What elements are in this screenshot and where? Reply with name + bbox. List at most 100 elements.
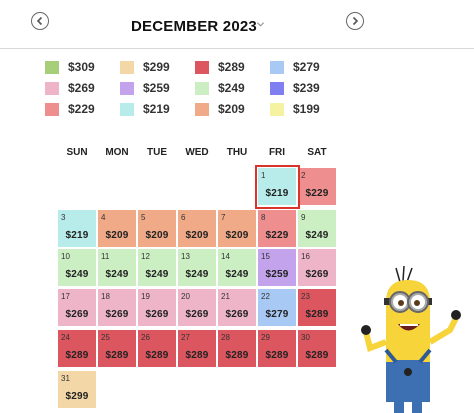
price-legend: $309 $299 $289 $279 $269 $259 $249 $239 $229 $219… [45,60,375,130]
day-number: 20 [181,292,190,301]
calendar-day[interactable]: 7 $209 [218,210,257,248]
day-price: $209 [225,230,249,241]
day-number: 23 [301,292,310,301]
calendar-day[interactable]: 11 $249 [98,249,137,287]
day-number: 18 [101,292,110,301]
day-number: 21 [221,292,230,301]
calendar-day[interactable]: 15 $259 [258,249,297,287]
day-number: 13 [181,252,190,261]
calendar-day[interactable]: 19 $269 [138,289,177,327]
weekday-wed: WED [185,147,209,158]
calendar-day[interactable]: 13 $249 [178,249,217,287]
calendar-day[interactable]: 12 $249 [138,249,177,287]
calendar-day[interactable]: 30 $289 [298,330,337,368]
calendar-day[interactable]: 27 $289 [178,330,217,368]
calendar-day[interactable]: 29 $289 [258,330,297,368]
calendar-day[interactable]: 31 $299 [58,371,97,409]
day-price: $269 [185,309,209,320]
calendar-day[interactable]: 26 $289 [138,330,177,368]
legend-item: $209 [195,102,245,116]
day-price: $269 [305,269,329,280]
day-number: 12 [141,252,150,261]
day-price: $269 [65,309,89,320]
chevron-right-icon [352,16,359,26]
day-price: $249 [185,269,209,280]
day-price: $279 [265,309,289,320]
legend-swatch [270,60,284,74]
calendar-day[interactable]: 6 $209 [178,210,217,248]
calendar-day[interactable]: 4 $209 [98,210,137,248]
calendar-day[interactable]: 18 $269 [98,289,137,327]
day-price: $249 [225,269,249,280]
day-price: $289 [225,350,249,361]
calendar-day[interactable]: 16 $269 [298,249,337,287]
day-price: $289 [185,350,209,361]
day-price: $249 [65,269,89,280]
calendar-day[interactable]: 3 $219 [58,210,97,248]
calendar-day[interactable]: 2 $229 [298,168,337,206]
weekday-sun: SUN [66,147,88,158]
prev-month-button[interactable] [31,12,49,30]
calendar-day[interactable]: 9 $249 [298,210,337,248]
legend-price: $249 [218,81,245,95]
calendar-day[interactable]: 20 $269 [178,289,217,327]
legend-price: $259 [143,81,170,95]
day-number: 9 [301,213,306,222]
day-number: 25 [101,333,110,342]
legend-price: $309 [68,60,95,74]
chevron-left-icon [36,16,43,26]
legend-swatch [45,60,59,74]
day-price: $249 [305,230,329,241]
day-price: $269 [145,309,169,320]
calendar-day[interactable]: 5 $209 [138,210,177,248]
legend-price: $299 [143,60,170,74]
calendar-day[interactable]: 17 $269 [58,289,97,327]
day-price: $289 [265,350,289,361]
day-price: $209 [105,230,129,241]
legend-price: $279 [293,60,320,74]
day-price: $289 [305,309,329,320]
legend-swatch [195,81,209,95]
legend-item: $249 [195,81,245,95]
day-number: 29 [261,333,270,342]
day-number: 8 [261,213,266,222]
legend-item: $229 [45,102,95,116]
day-price: $289 [65,350,89,361]
calendar-day[interactable]: 23 $289 [298,289,337,327]
day-price: $219 [265,188,289,199]
legend-price: $229 [68,102,95,116]
day-price: $229 [265,230,289,241]
day-number: 31 [61,374,70,383]
calendar-day[interactable]: 22 $279 [258,289,297,327]
day-number: 14 [221,252,230,261]
calendar-day[interactable]: 10 $249 [58,249,97,287]
day-number: 24 [61,333,70,342]
calendar-day[interactable]: 25 $289 [98,330,137,368]
day-number: 16 [301,252,310,261]
legend-swatch [120,102,134,116]
legend-swatch [45,102,59,116]
next-month-button[interactable] [346,12,364,30]
calendar-day[interactable]: 21 $269 [218,289,257,327]
legend-item: $219 [120,102,170,116]
day-number: 26 [141,333,150,342]
legend-item: $279 [270,60,320,74]
weekday-thu: THU [226,147,248,158]
chevron-down-icon[interactable] [256,20,265,29]
legend-swatch [120,60,134,74]
day-price: $269 [105,309,129,320]
day-price: $259 [265,269,289,280]
calendar-day[interactable]: 1 $219 [255,165,300,209]
calendar-day[interactable]: 14 $249 [218,249,257,287]
day-number: 3 [61,213,66,222]
day-price: $209 [145,230,169,241]
calendar-day[interactable]: 24 $289 [58,330,97,368]
day-number: 7 [221,213,226,222]
day-price: $289 [305,350,329,361]
day-number: 10 [61,252,70,261]
calendar-day[interactable]: 28 $289 [218,330,257,368]
legend-item: $309 [45,60,95,74]
legend-price: $269 [68,81,95,95]
calendar-day[interactable]: 8 $229 [258,210,297,248]
legend-swatch [120,81,134,95]
